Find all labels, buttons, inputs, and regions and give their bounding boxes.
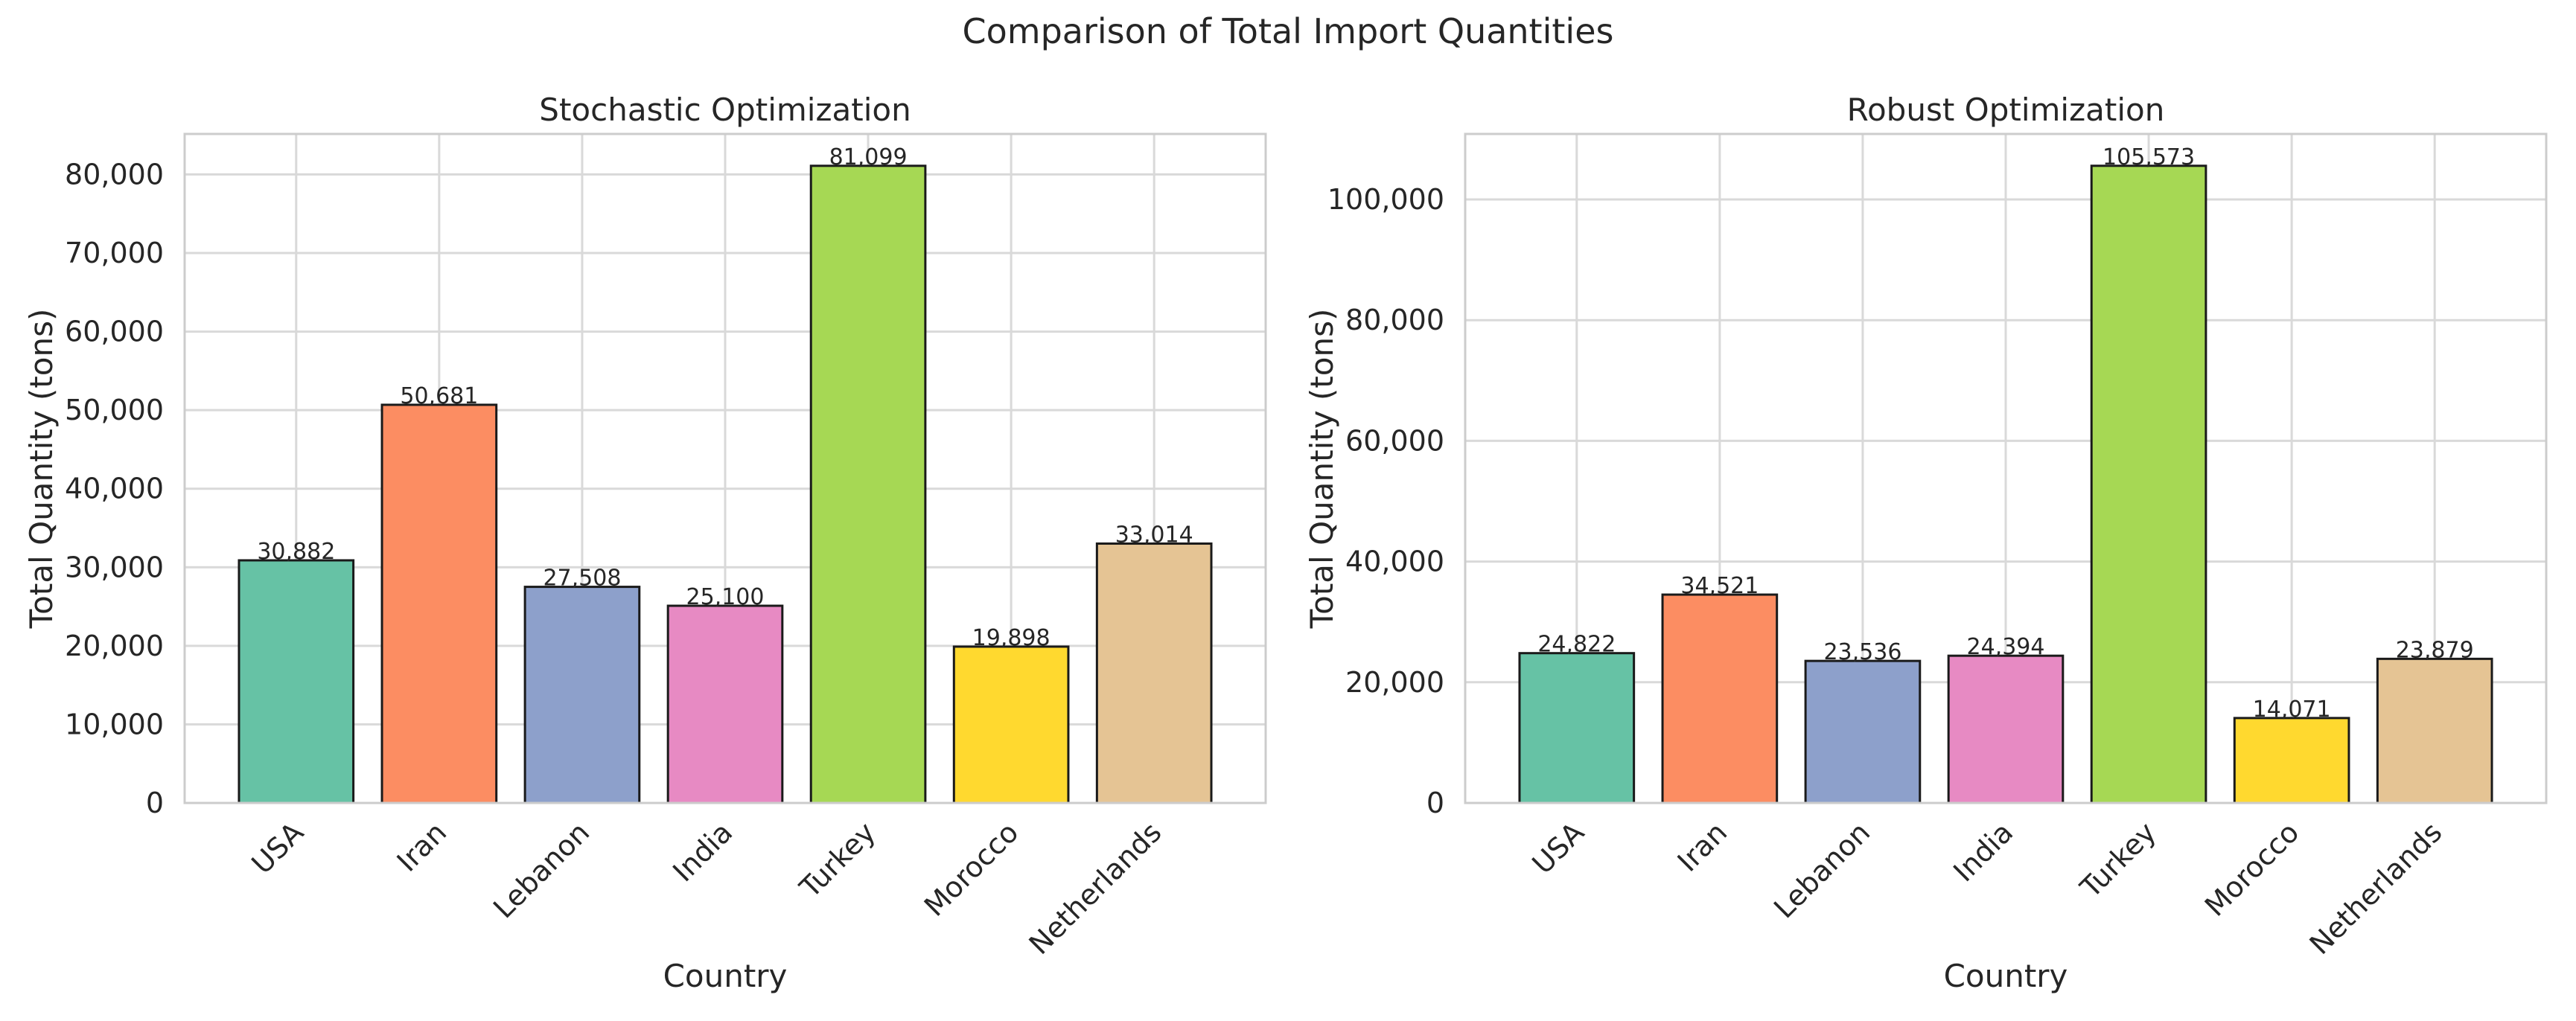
bar-morocco [952, 645, 1070, 804]
data-label: 33,014 [1115, 522, 1193, 548]
x-tick-label: USA [1525, 816, 1590, 880]
bar-lebanon [1804, 659, 1922, 804]
x-tick-label: Iran [1671, 816, 1734, 878]
y-tick-label: 100,000 [1327, 183, 1444, 216]
y-axis-label: Total Quantity (tons) [23, 309, 60, 630]
data-label: 19,898 [972, 625, 1051, 651]
data-label: 50,681 [400, 383, 478, 409]
data-label: 23,879 [2396, 637, 2474, 663]
bar-iran [1661, 593, 1779, 804]
y-tick-label: 20,000 [1345, 666, 1444, 699]
data-label: 27,508 [543, 566, 621, 592]
y-tick-label: 60,000 [65, 316, 164, 348]
bar-netherlands [2376, 657, 2493, 804]
y-tick-label: 60,000 [1345, 424, 1444, 457]
data-label: 30,882 [257, 539, 335, 565]
bar-lebanon [523, 586, 641, 804]
axes-frame [1464, 132, 2548, 804]
x-axis-label: Country [663, 958, 788, 994]
x-tick-label: Netherlands [2304, 816, 2449, 961]
y-tick-label: 20,000 [65, 630, 164, 662]
data-label: 23,536 [1823, 639, 1901, 665]
y-tick-label: 0 [1426, 787, 1444, 819]
bar-india [666, 604, 784, 804]
bar-turkey [809, 164, 927, 804]
y-tick-label: 50,000 [65, 394, 164, 426]
bar-usa [237, 559, 355, 804]
y-tick-label: 10,000 [65, 708, 164, 740]
chart-panel-2: 24,822 34,521 23,536 24,394 105,573 14,071 23,… [1304, 92, 2548, 994]
y-tick-label: 40,000 [65, 473, 164, 505]
data-label: 14,071 [2253, 697, 2331, 723]
x-tick-label: Morocco [918, 816, 1025, 923]
chart-panel-1: 30,882 50,681 27,508 25,100 81,099 19,898 33,0… [23, 92, 1267, 994]
axes-frame [183, 132, 1267, 804]
y-tick-label: 40,000 [1345, 545, 1444, 578]
y-axis-label: Total Quantity (tons) [1304, 309, 1340, 630]
y-tick-label: 80,000 [1345, 304, 1444, 336]
x-tick-label: Turkey [2073, 816, 2162, 904]
x-tick-label: Netherlands [1023, 816, 1168, 961]
subplot-title: Stochastic Optimization [539, 92, 911, 128]
data-label: 81,099 [829, 144, 908, 170]
bar-usa [1518, 652, 1636, 804]
bar-turkey [2090, 164, 2207, 804]
bar-netherlands [1095, 542, 1213, 804]
x-tick-label: Lebanon [1767, 816, 1876, 924]
data-label: 24,822 [1537, 632, 1616, 658]
x-axis-label: Country [1944, 958, 2068, 994]
bar-morocco [2233, 717, 2350, 804]
bar-iran [380, 403, 498, 804]
data-label: 24,394 [1967, 634, 2045, 660]
x-tick-label: Lebanon [487, 816, 596, 924]
x-tick-label: Morocco [2199, 816, 2306, 923]
subplot-title: Robust Optimization [1847, 92, 2165, 128]
y-tick-label: 0 [146, 787, 164, 819]
bar-india [1947, 654, 2065, 804]
y-tick-label: 80,000 [65, 158, 164, 191]
data-label: 105,573 [2102, 144, 2195, 170]
x-tick-label: India [1947, 816, 2019, 888]
x-tick-label: USA [245, 816, 310, 880]
data-label: 34,521 [1680, 573, 1759, 599]
x-tick-label: India [666, 816, 739, 888]
data-label: 25,100 [686, 584, 765, 610]
x-tick-label: Iran [391, 816, 453, 878]
figure-title: Comparison of Total Import Quantities [963, 11, 1614, 51]
y-tick-label: 30,000 [65, 551, 164, 583]
x-tick-label: Turkey [793, 816, 881, 904]
y-tick-label: 70,000 [65, 237, 164, 269]
